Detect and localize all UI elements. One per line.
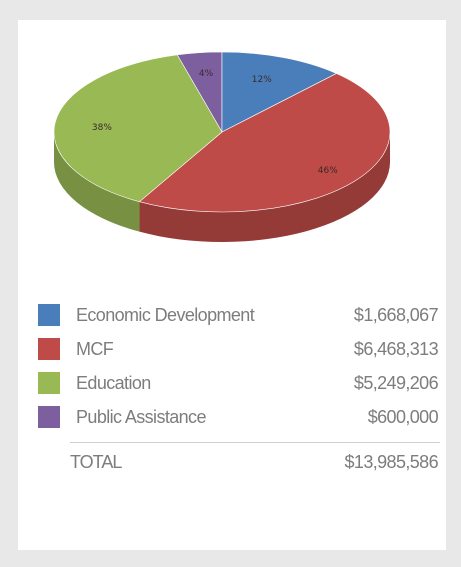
chart-card: 4% 12% 46% 38% Economic Development $1,668,…: [18, 20, 446, 550]
pie-side-education: [53, 132, 140, 232]
legend-swatch: [38, 372, 60, 394]
legend-label: Public Assistance: [76, 406, 206, 427]
pie-chart: 4% 12% 46% 38%: [18, 20, 446, 270]
total-amount: $13,985,586: [344, 451, 439, 472]
legend-amount: $1,668,067: [353, 304, 439, 325]
pie-side-mcf: [139, 132, 390, 242]
legend-row-mcf: MCF $6,468,313: [38, 332, 439, 366]
pie-percent-label: 38%: [92, 123, 112, 133]
legend-swatch: [38, 304, 60, 326]
total-label: TOTAL: [70, 451, 122, 472]
pie-percent-label: 46%: [318, 166, 338, 176]
legend-row-public-assistance: Public Assistance $600,000: [38, 400, 439, 434]
pie-slice-economic-development: [221, 51, 338, 133]
legend-swatch: [38, 338, 60, 360]
pie-slice-education: [53, 54, 223, 203]
pie-percent-label: 4%: [199, 69, 214, 79]
legend-amount: $600,000: [367, 406, 439, 427]
legend-swatch: [38, 406, 60, 428]
total-row: TOTAL $13,985,586: [38, 443, 439, 481]
legend-label: MCF: [76, 338, 114, 359]
legend-label: Economic Development: [76, 304, 255, 325]
pie-slice-mcf: [138, 73, 391, 213]
pie-chart-svg: 4% 12% 46% 38%: [53, 51, 391, 242]
pie-percent-label: 12%: [252, 75, 272, 85]
legend: Economic Development $1,668,067 MCF $6,4…: [38, 298, 440, 481]
legend-amount: $6,468,313: [353, 338, 439, 359]
legend-amount: $5,249,206: [353, 372, 439, 393]
legend-label: Education: [76, 372, 151, 393]
legend-row-education: Education $5,249,206: [38, 366, 439, 400]
total-divider: [70, 442, 440, 443]
legend-row-economic-development: Economic Development $1,668,067: [38, 298, 439, 332]
